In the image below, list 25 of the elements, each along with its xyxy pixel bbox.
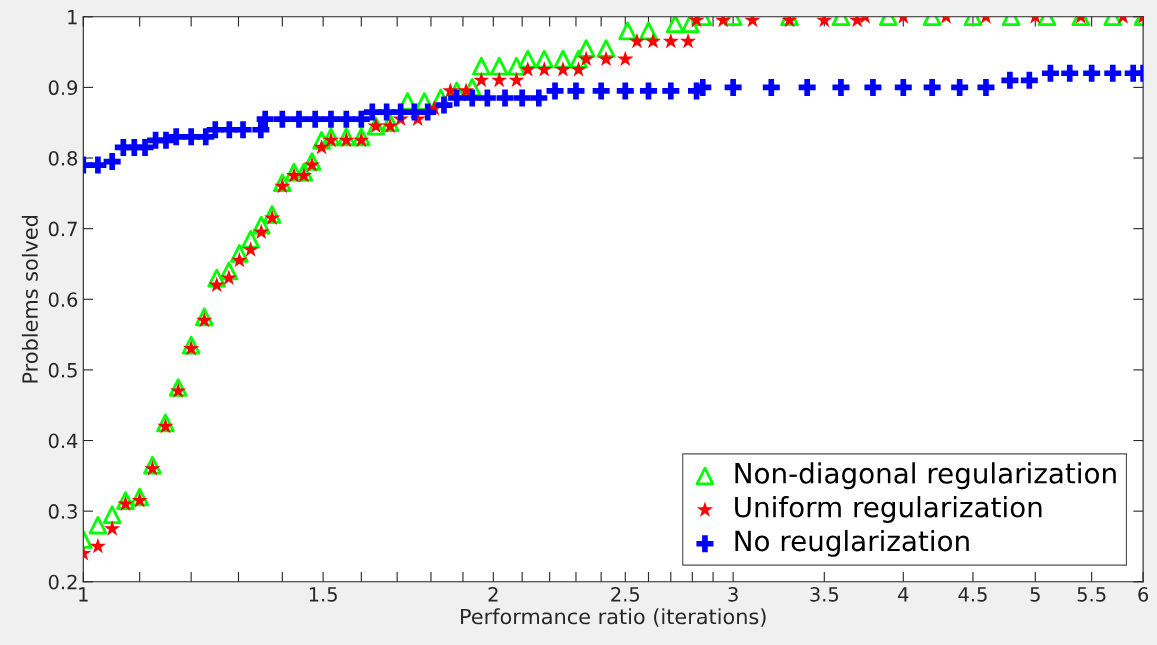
x-tick-label: 3.5 [810,586,839,602]
y-tick-label: 0.2 [48,574,77,590]
x-tick-label: 1.5 [309,587,337,602]
x-axis-title: Performance ratio (iterations) [461,608,766,627]
y-tick-label: 0.7 [48,221,77,237]
x-tick-label: 5 [1030,587,1040,602]
legend-label: Non-diagonal regularization [735,462,1116,490]
y-tick-label: 0.9 [48,80,78,96]
y-tick-label: 0.6 [48,292,78,307]
y-tick-label: 0.5 [48,362,77,378]
x-tick-label: 2.5 [611,586,640,602]
y-axis-title: Problems solved [21,215,38,383]
x-tick-label: 1 [79,587,88,602]
x-tick-label: 2 [488,586,498,602]
x-tick-label: 4 [898,587,909,602]
y-tick-label: 0.3 [48,504,77,519]
x-tick-label: 3 [728,586,738,602]
y-tick-label: 0.4 [48,433,78,449]
y-tick-label: 1 [68,9,77,25]
legend-label: No reuglarization [735,529,969,557]
legend-label: Uniform regularization [735,496,1042,523]
x-tick-label: 4.5 [958,587,987,602]
x-tick-label: 5.5 [1077,587,1106,602]
y-tick-label: 0.8 [48,150,78,166]
x-tick-label: 6 [1138,586,1149,602]
